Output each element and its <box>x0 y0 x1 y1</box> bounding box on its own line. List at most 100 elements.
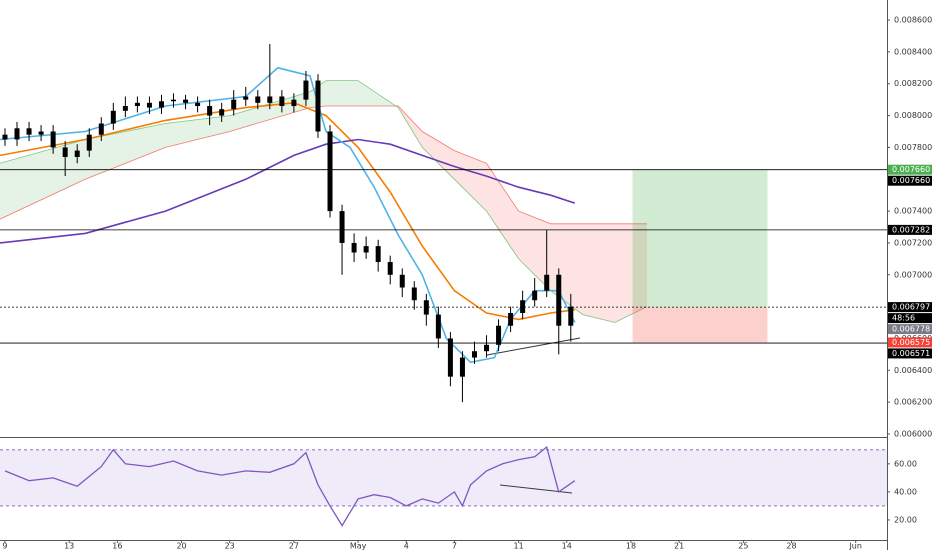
candle-body <box>267 96 273 103</box>
cloud-span <box>0 80 648 323</box>
candle-body <box>447 338 453 377</box>
x-tick-label: 27 <box>289 542 299 550</box>
y-tick-label: 0.008400 <box>894 47 932 56</box>
y-tick-label: 0.007800 <box>894 143 932 152</box>
candle-body <box>556 274 562 326</box>
candle-body <box>62 147 68 157</box>
candle-body <box>134 102 140 107</box>
candle-body <box>26 128 32 135</box>
y-tick-label: 0.006400 <box>894 366 932 375</box>
candle-body <box>146 102 152 108</box>
candle-body <box>484 344 490 352</box>
candle-body <box>315 80 321 132</box>
candle-body <box>98 123 104 135</box>
y-tick-label: 0.008000 <box>894 111 932 120</box>
candle-body <box>122 106 128 111</box>
candle-body <box>207 106 213 116</box>
x-tick-label: 4 <box>404 542 409 550</box>
price-label: 0.007282 <box>892 225 930 234</box>
cloud-fill <box>582 223 615 323</box>
y-tick-label: 0.008200 <box>894 79 932 88</box>
rsi-line <box>4 445 576 527</box>
x-tick-label: 14 <box>562 542 572 550</box>
candle-body <box>231 99 237 110</box>
y-tick-label: 40.00 <box>894 487 917 496</box>
x-tick-label: 25 <box>738 542 748 550</box>
x-tick-label: 18 <box>626 542 636 550</box>
candle-body <box>459 357 465 377</box>
candle-body <box>435 314 441 339</box>
x-tick-label: 16 <box>112 542 122 550</box>
candle-body <box>50 131 56 148</box>
position-target <box>632 169 768 308</box>
y-tick-label: 20.00 <box>894 515 917 524</box>
price-label-box <box>888 164 932 175</box>
candle-body <box>411 287 417 301</box>
cloud-fill <box>165 115 230 148</box>
cloud-fill <box>85 123 166 180</box>
price-label-box <box>888 324 932 335</box>
y-tick-label: 0.007000 <box>894 270 932 279</box>
candle-body <box>327 131 333 212</box>
candle-body <box>14 128 20 140</box>
price-label: 0.006797 <box>892 303 930 312</box>
candle-body <box>375 246 381 263</box>
candle-body <box>399 274 405 288</box>
countdown: 48:56 <box>892 314 915 323</box>
cloud-fill <box>422 131 455 180</box>
candle-body <box>471 351 477 358</box>
position-stop <box>632 307 768 343</box>
cloud-fill <box>0 139 86 220</box>
candle-body <box>508 312 514 326</box>
candle-body <box>291 99 297 107</box>
x-tick-label: 11 <box>514 542 524 550</box>
candle-body <box>183 99 189 103</box>
moving-average-line <box>0 138 576 244</box>
cloud-fill <box>518 211 551 291</box>
price-label-box <box>888 337 932 348</box>
candle-body <box>243 96 249 100</box>
candle-body <box>171 99 177 102</box>
candle-body <box>544 274 550 291</box>
candle-body <box>303 80 309 100</box>
price-label: 0.006575 <box>892 338 930 347</box>
x-tick-label: 20 <box>176 542 186 550</box>
candle-body <box>38 131 44 135</box>
candle-body <box>74 150 80 157</box>
countdown-box <box>888 313 932 324</box>
cloud-fill <box>486 163 519 259</box>
price-label: 0.007660 <box>892 176 930 185</box>
price-label-box <box>888 302 932 313</box>
candle-body <box>158 101 164 108</box>
candle-body <box>2 134 8 140</box>
cloud-fill <box>614 223 648 323</box>
candle-body <box>195 102 201 107</box>
candle-body <box>351 242 357 253</box>
candle-body <box>423 300 429 315</box>
candle-body <box>496 325 502 345</box>
price-label-box <box>888 224 932 235</box>
candle-body <box>387 262 393 275</box>
candle-body <box>363 246 369 253</box>
x-tick-label: 9 <box>2 542 7 550</box>
y-tick-label: 60.00 <box>894 459 917 468</box>
price-label: 0.006571 <box>892 349 930 358</box>
candle-body <box>568 306 574 326</box>
candle-body <box>86 134 92 151</box>
candle-body <box>520 300 526 313</box>
price-label-box <box>888 175 932 186</box>
y-tick-label: 0.008600 <box>894 16 932 25</box>
price-label: 0.007660 <box>892 165 930 174</box>
candle-body <box>339 211 345 243</box>
x-tick-label: 23 <box>225 542 235 550</box>
y-tick-label: 0.007400 <box>894 207 932 216</box>
trend-line <box>486 337 581 356</box>
cloud-fill <box>326 80 359 107</box>
moving-average-line <box>0 66 576 364</box>
price-label-box <box>888 348 932 359</box>
y-tick-label: 0.006200 <box>894 398 932 407</box>
candle-body <box>279 96 285 107</box>
x-tick-label: 13 <box>64 542 74 550</box>
x-tick-label: Jun <box>848 542 862 550</box>
